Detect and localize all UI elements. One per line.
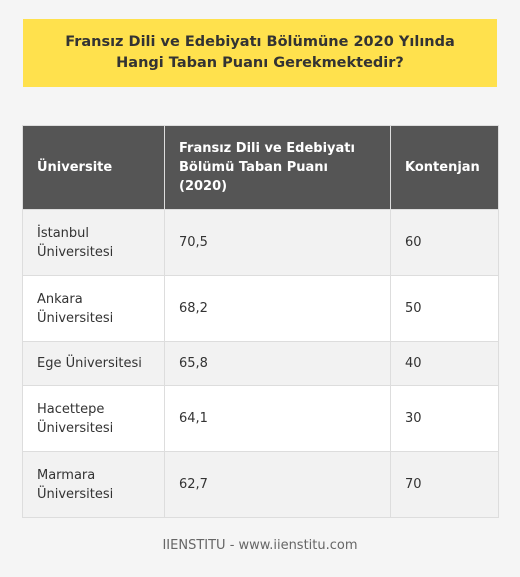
table-row: Hacettepe Üniversitesi 64,1 30 xyxy=(22,385,499,452)
score-cell: 64,1 xyxy=(164,385,391,452)
header-quota: Kontenjan xyxy=(390,125,499,210)
score-cell: 68,2 xyxy=(164,275,391,342)
score-cell: 62,7 xyxy=(164,451,391,518)
quota-cell: 60 xyxy=(390,209,499,276)
title-banner: Fransız Dili ve Edebiyatı Bölümüne 2020 … xyxy=(23,19,497,87)
table-row: Marmara Üniversitesi 62,7 70 xyxy=(22,451,499,518)
table-row: Ege Üniversitesi 65,8 40 xyxy=(22,341,499,386)
university-cell: Hacettepe Üniversitesi xyxy=(22,385,165,452)
table-row: Ankara Üniversitesi 68,2 50 xyxy=(22,275,499,342)
page-title: Fransız Dili ve Edebiyatı Bölümüne 2020 … xyxy=(65,34,455,71)
table-header-row: Üniversite Fransız Dili ve Edebiyatı Böl… xyxy=(22,125,499,210)
table-row: İstanbul Üniversitesi 70,5 60 xyxy=(22,209,499,276)
score-cell: 70,5 xyxy=(164,209,391,276)
universities-table: Üniversite Fransız Dili ve Edebiyatı Böl… xyxy=(22,125,499,518)
header-university: Üniversite xyxy=(22,125,165,210)
quota-cell: 30 xyxy=(390,385,499,452)
university-cell: Marmara Üniversitesi xyxy=(22,451,165,518)
quota-cell: 50 xyxy=(390,275,499,342)
quota-cell: 70 xyxy=(390,451,499,518)
quota-cell: 40 xyxy=(390,341,499,386)
header-base-score: Fransız Dili ve Edebiyatı Bölümü Taban P… xyxy=(164,125,391,210)
score-cell: 65,8 xyxy=(164,341,391,386)
university-cell: İstanbul Üniversitesi xyxy=(22,209,165,276)
footer-watermark: IIENSTITU - www.iienstitu.com xyxy=(162,538,358,553)
university-cell: Ankara Üniversitesi xyxy=(22,275,165,342)
university-cell: Ege Üniversitesi xyxy=(22,341,165,386)
